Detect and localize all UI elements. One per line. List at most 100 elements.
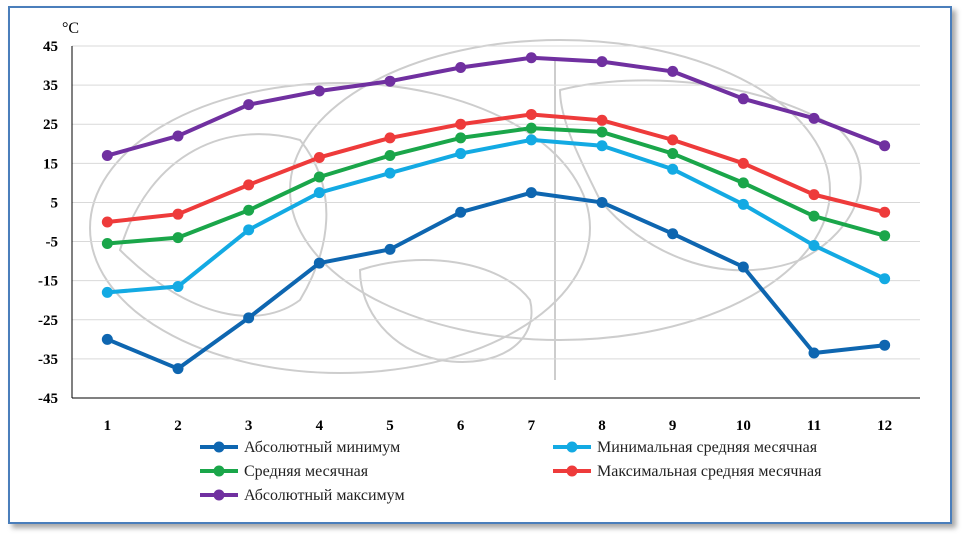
y-tick-label: -35 xyxy=(38,352,58,368)
data-point xyxy=(172,130,184,142)
series-line xyxy=(107,112,886,224)
data-point xyxy=(808,347,820,359)
data-point xyxy=(596,56,608,68)
y-tick-label: -45 xyxy=(38,391,58,407)
data-point xyxy=(667,228,679,240)
axes xyxy=(71,46,920,399)
x-tick-label: 6 xyxy=(457,418,465,434)
data-point xyxy=(313,187,325,199)
legend-swatch-marker xyxy=(566,465,578,477)
data-point xyxy=(596,140,608,152)
legend-label: Абсолютный максимум xyxy=(244,487,405,504)
data-point xyxy=(667,65,679,77)
x-tick-label: 10 xyxy=(736,418,751,434)
data-point xyxy=(879,230,891,242)
data-point xyxy=(455,206,467,218)
data-point xyxy=(455,118,467,130)
grid-lines xyxy=(72,45,920,399)
x-tick-label: 11 xyxy=(807,418,821,434)
data-point xyxy=(384,132,396,144)
data-point xyxy=(243,99,255,111)
data-point xyxy=(313,151,325,163)
data-point xyxy=(101,238,113,250)
series-line xyxy=(106,55,886,158)
legend-item: Абсолютный минимум xyxy=(200,439,400,456)
y-tick-label: 5 xyxy=(51,195,59,211)
data-point xyxy=(667,148,679,160)
data-point xyxy=(879,140,891,152)
y-axis-unit-label: °C xyxy=(62,20,79,37)
data-point xyxy=(313,171,325,183)
data-point xyxy=(101,216,113,228)
data-point xyxy=(384,243,396,255)
y-tick-label: 45 xyxy=(43,39,58,55)
data-point xyxy=(313,257,325,269)
data-point xyxy=(101,150,113,162)
series-2 xyxy=(101,134,891,298)
x-tick-labels: 1 2 3 4 5 6 7 8 9 10 11 12 xyxy=(104,418,893,434)
y-tick-label: 15 xyxy=(43,156,58,172)
data-point xyxy=(667,163,679,175)
legend-swatch-marker xyxy=(213,465,225,477)
y-tick-label: -15 xyxy=(38,274,58,290)
data-point xyxy=(313,85,325,97)
data-point xyxy=(737,198,749,210)
data-point xyxy=(808,210,820,222)
data-point xyxy=(243,224,255,236)
data-point xyxy=(808,112,820,124)
legend: Абсолютный минимум Минимальная средняя ме… xyxy=(200,439,822,504)
data-point xyxy=(243,179,255,191)
data-point xyxy=(596,196,608,208)
legend-label: Абсолютный минимум xyxy=(244,439,400,456)
legend-swatch-marker xyxy=(566,441,578,453)
data-point xyxy=(455,62,467,74)
data-point xyxy=(737,261,749,273)
data-point xyxy=(172,281,184,293)
data-point xyxy=(596,126,608,138)
data-point xyxy=(737,157,749,169)
series-line xyxy=(107,126,886,246)
data-point xyxy=(384,167,396,179)
series-4 xyxy=(101,108,891,228)
data-point xyxy=(101,286,113,298)
y-tick-labels: 45 35 25 15 5 -5 -15 -25 -35 -45 xyxy=(38,39,58,407)
legend-swatch-marker xyxy=(213,489,225,501)
x-tick-label: 5 xyxy=(386,418,394,434)
legend-item: Минимальная средняя месячная xyxy=(553,439,818,456)
y-tick-label: 25 xyxy=(43,117,58,133)
legend-label: Средняя месячная xyxy=(244,463,369,480)
data-point xyxy=(455,132,467,144)
data-point xyxy=(737,93,749,105)
data-point xyxy=(172,232,184,244)
watermark-logo xyxy=(89,39,862,380)
series-layer xyxy=(101,52,891,375)
data-point xyxy=(525,187,537,199)
data-point xyxy=(525,52,537,64)
data-point xyxy=(808,239,820,251)
legend-item: Максимальная средняя месячная xyxy=(553,463,822,480)
y-tick-label: 35 xyxy=(43,78,58,94)
data-point xyxy=(384,150,396,162)
y-tick-label: -25 xyxy=(38,313,58,329)
data-point xyxy=(172,363,184,375)
x-tick-label: 4 xyxy=(316,418,324,434)
x-tick-label: 7 xyxy=(528,418,536,434)
x-tick-label: 12 xyxy=(877,418,892,434)
x-tick-label: 1 xyxy=(104,418,112,434)
x-tick-label: 8 xyxy=(598,418,606,434)
x-tick-label: 9 xyxy=(669,418,677,434)
series-line xyxy=(107,137,886,295)
data-point xyxy=(243,312,255,324)
data-point xyxy=(243,204,255,216)
data-point xyxy=(525,108,537,120)
data-point xyxy=(737,177,749,189)
legend-item: Средняя месячная xyxy=(200,463,369,480)
legend-label: Минимальная средняя месячная xyxy=(597,439,818,456)
x-tick-label: 3 xyxy=(245,418,253,434)
data-point xyxy=(525,122,537,134)
series-line xyxy=(106,190,885,371)
data-point xyxy=(172,208,184,220)
data-point xyxy=(596,114,608,126)
data-point xyxy=(101,333,113,345)
